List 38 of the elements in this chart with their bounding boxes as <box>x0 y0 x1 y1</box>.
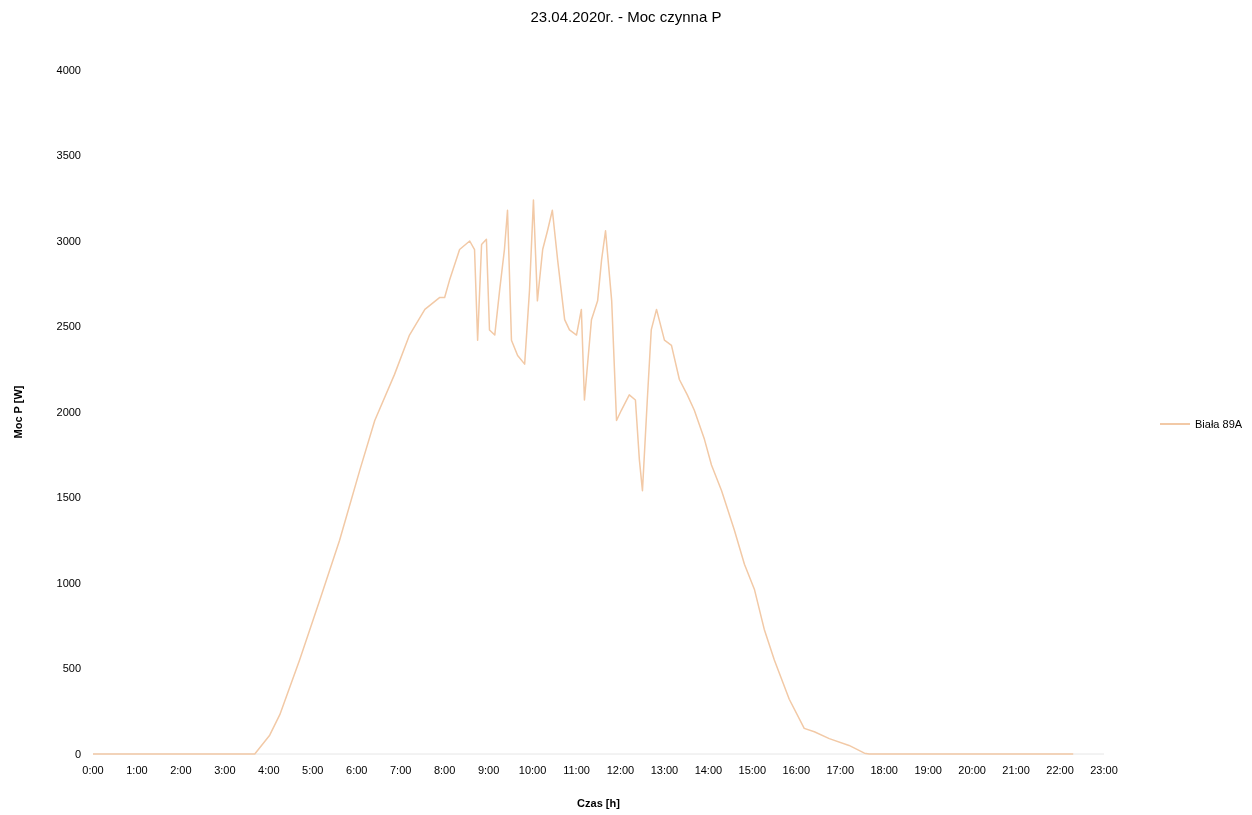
x-tick-label: 14:00 <box>694 764 723 776</box>
legend-label: Biała 89A <box>1195 417 1243 430</box>
x-tick-label: 20:00 <box>958 764 986 776</box>
x-tick-label: 19:00 <box>914 764 942 776</box>
x-tick-label: 10:00 <box>518 764 547 776</box>
x-tick-label: 3:00 <box>214 764 236 776</box>
x-tick-label: 22:00 <box>1046 764 1074 776</box>
y-tick-label: 1500 <box>56 491 81 504</box>
x-tick-label: 5:00 <box>302 764 324 776</box>
y-tick-label: 3500 <box>56 149 81 162</box>
x-tick-label: 13:00 <box>650 764 679 776</box>
x-tick-label: 6:00 <box>346 764 368 776</box>
x-tick-label: 7:00 <box>389 764 412 776</box>
y-tick-label: 3000 <box>56 234 81 247</box>
y-axis-title: Moc P [W] <box>12 385 24 439</box>
y-tick-label: 0 <box>74 747 81 760</box>
y-tick-label: 500 <box>62 662 81 675</box>
x-tick-label: 0:00 <box>82 764 104 776</box>
y-tick-label: 2000 <box>56 405 81 418</box>
line-series <box>92 199 1074 755</box>
y-tick-label: 4000 <box>56 63 81 76</box>
x-tick-label: 8:00 <box>433 764 456 776</box>
chart-title: 23.04.2020r. - Moc czynna P <box>530 8 722 25</box>
x-tick-label: 23:00 <box>1090 764 1118 776</box>
x-tick-label: 2:00 <box>170 764 192 776</box>
y-tick-label: 1000 <box>56 576 81 589</box>
x-tick-label: 11:00 <box>563 764 590 776</box>
y-tick-label: 2500 <box>56 320 81 333</box>
x-tick-label: 4:00 <box>258 764 280 776</box>
x-tick-label: 9:00 <box>477 764 500 776</box>
x-tick-label: 12:00 <box>606 764 635 776</box>
x-tick-label: 17:00 <box>826 764 855 776</box>
x-tick-label: 15:00 <box>738 764 767 776</box>
x-tick-label: 18:00 <box>870 764 898 776</box>
x-tick-label: 1:00 <box>126 764 148 776</box>
x-tick-label: 21:00 <box>1002 764 1030 776</box>
x-axis-title: Czas [h] <box>577 797 621 809</box>
x-tick-label: 16:00 <box>782 764 811 776</box>
